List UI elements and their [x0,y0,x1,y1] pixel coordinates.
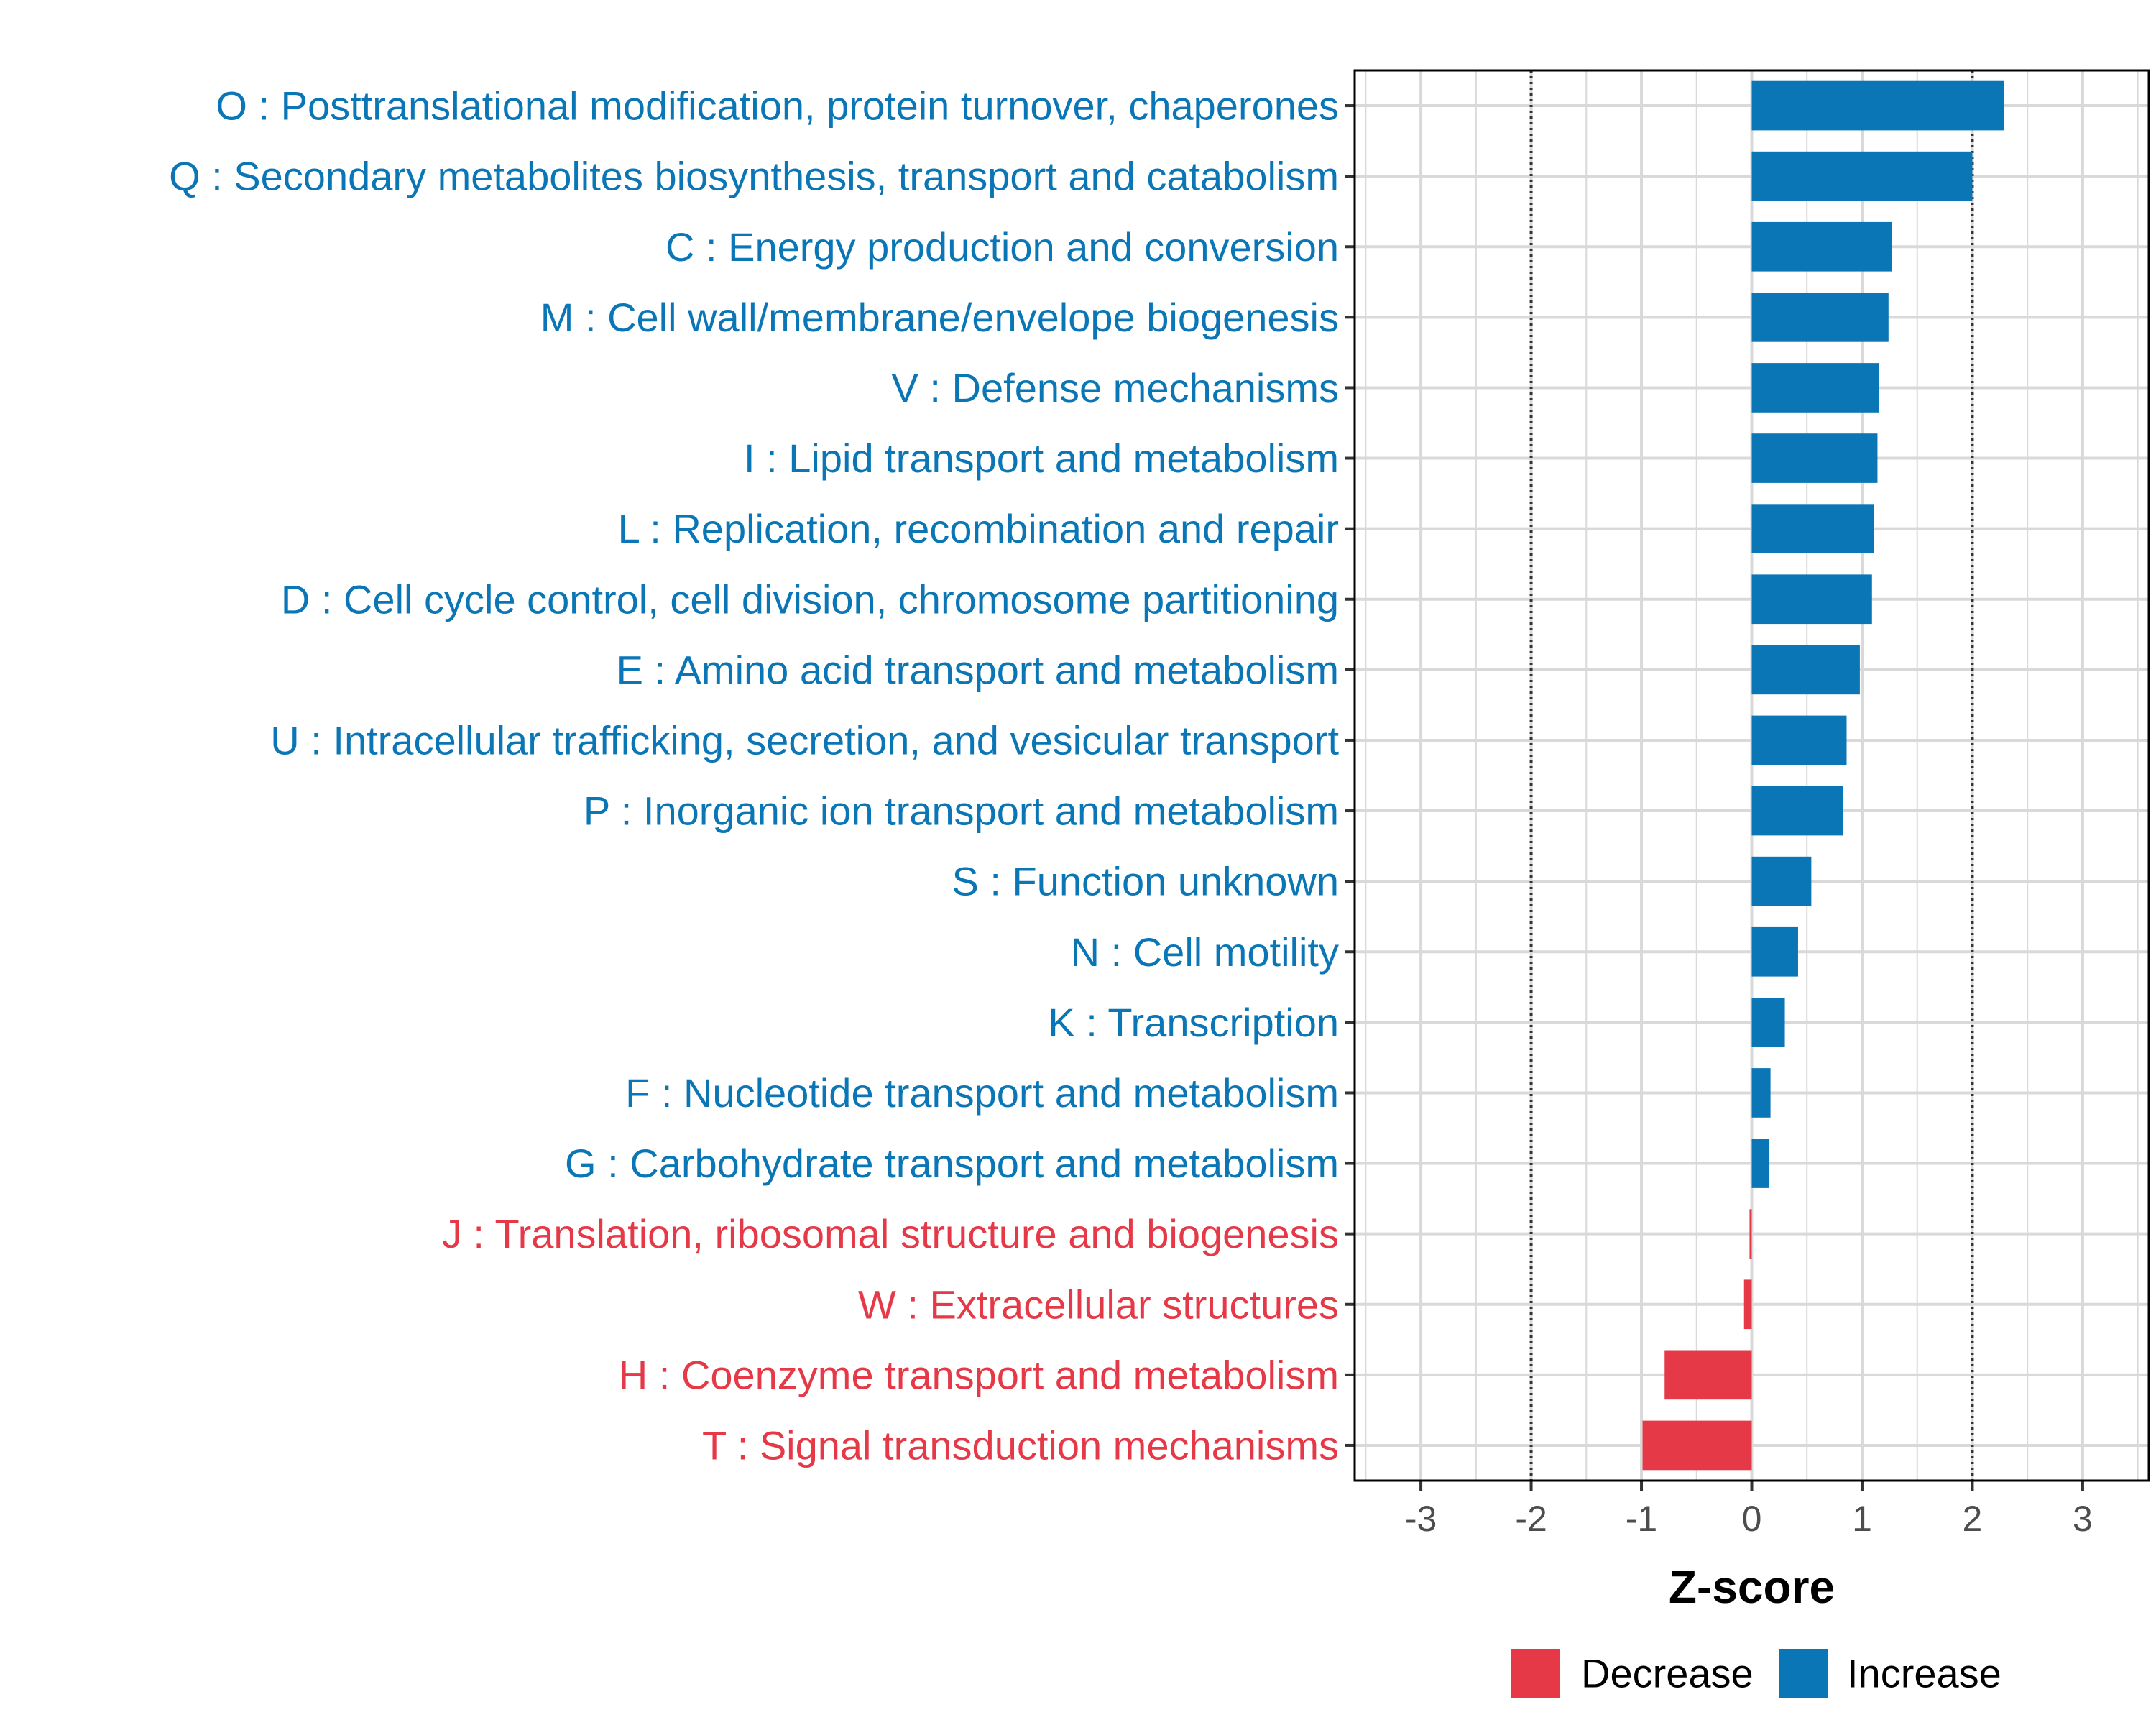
y-axis-ticks [1345,104,1355,1447]
category-labels: O : Posttranslational modification, prot… [169,83,1339,1468]
x-tick-label: -3 [1405,1499,1437,1539]
category-label-j: J : Translation, ribosomal structure and… [442,1211,1339,1256]
category-label-g: G : Carbohydrate transport and metabolis… [565,1141,1339,1186]
x-tick-label: -2 [1515,1499,1547,1539]
x-tick-label: -1 [1626,1499,1657,1539]
category-label-n: N : Cell motility [1071,929,1339,975]
category-label-u: U : Intracellular trafficking, secretion… [270,717,1339,763]
category-label-o: O : Posttranslational modification, prot… [216,83,1339,129]
category-label-f: F : Nucleotide transport and metabolism [625,1070,1339,1116]
x-tick-label: 1 [1852,1499,1872,1539]
bar-e [1751,645,1860,695]
legend: Decrease Increase [1511,1649,2001,1698]
category-label-c: C : Energy production and conversion [665,224,1339,270]
bar-layer [1642,80,2004,1471]
bar-f [1751,1068,1771,1118]
category-label-k: K : Transcription [1048,1000,1339,1045]
legend-label-decrease: Decrease [1581,1651,1754,1696]
legend-key-increase [1779,1649,1828,1698]
bar-o [1751,80,2004,131]
bar-n [1751,926,1798,977]
bar-i [1751,433,1878,483]
category-label-d: D : Cell cycle control, cell division, c… [281,576,1339,622]
bar-h [1664,1350,1752,1400]
legend-key-decrease [1511,1649,1560,1698]
category-label-h: H : Coenzyme transport and metabolism [619,1352,1339,1397]
bar-c [1751,221,1892,272]
x-axis-title: Z-score [1669,1561,1835,1613]
bar-t [1642,1420,1752,1471]
category-label-w: W : Extracellular structures [858,1282,1339,1327]
x-axis-ticks: -3 -2 -1 0 1 2 3 [1405,1481,2093,1539]
bar-s [1751,856,1812,906]
category-label-m: M : Cell wall/membrane/envelope biogenes… [540,295,1339,340]
category-label-p: P : Inorganic ion transport and metaboli… [584,788,1339,834]
bar-u [1751,715,1847,765]
bar-l [1751,504,1874,553]
x-tick-label: 3 [2073,1499,2093,1539]
category-label-e: E : Amino acid transport and metabolism [617,647,1339,692]
bar-m [1751,293,1889,342]
bar-k [1751,998,1785,1047]
category-label-i: I : Lipid transport and metabolism [744,436,1339,481]
category-label-t: T : Signal transduction mechanisms [702,1422,1339,1468]
bar-q [1751,151,1973,201]
x-tick-label: 0 [1742,1499,1762,1539]
legend-label-increase: Increase [1847,1651,2001,1696]
bar-d [1751,574,1872,625]
bar-w [1743,1279,1752,1330]
category-label-l: L : Replication, recombination and repai… [618,506,1339,551]
bar-j [1749,1209,1752,1259]
bar-v [1751,363,1879,413]
category-label-v: V : Defense mechanisms [892,365,1339,410]
category-label-q: Q : Secondary metabolites biosynthesis, … [169,154,1339,199]
bar-g [1751,1138,1770,1188]
x-tick-label: 2 [1963,1499,1983,1539]
bar-p [1751,786,1843,836]
plot-panel-border [1353,69,2150,1482]
category-label-s: S : Function unknown [952,859,1339,904]
